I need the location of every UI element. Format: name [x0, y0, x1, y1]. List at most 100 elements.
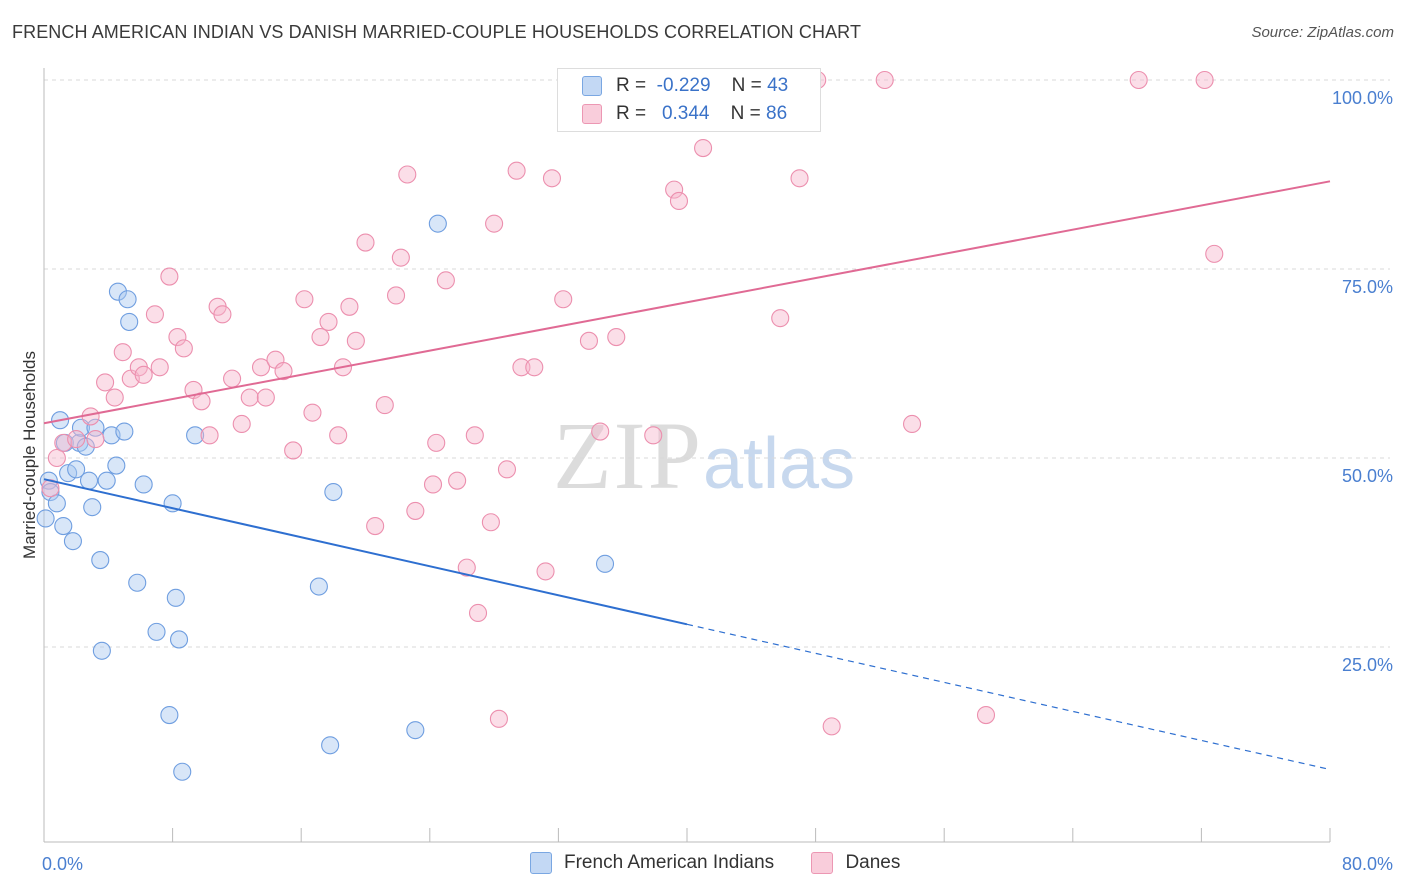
point-dane: [223, 369, 242, 388]
legend-row-french-american-indians: R = -0.229 N = 43: [582, 73, 788, 99]
source-label: Source: ZipAtlas.com: [1251, 24, 1394, 41]
legend-swatch: [582, 75, 602, 96]
point-dane: [240, 388, 259, 407]
point-dane: [427, 433, 446, 452]
correlation-legend: R = -0.229 N = 43 R = 0.344 N = 86: [557, 68, 821, 132]
point-french-american-indian: [173, 762, 192, 781]
point-french-american-indian: [147, 622, 166, 641]
legend-r-value: 0.344: [661, 103, 710, 124]
point-dane: [168, 327, 187, 347]
point-dane: [86, 430, 105, 449]
point-dane: [485, 214, 504, 233]
x-tick-label: 0.0%: [42, 854, 83, 874]
legend-item-danes[interactable]: Danes: [811, 852, 900, 874]
point-dane: [113, 343, 132, 362]
point-dane: [554, 290, 573, 309]
legend-swatch: [582, 103, 602, 124]
point-french-american-indian: [76, 437, 95, 456]
point-french-american-indian: [36, 509, 55, 528]
series-legend: French American Indians Danes: [530, 852, 932, 880]
point-dane: [134, 365, 153, 384]
point-dane: [771, 309, 790, 328]
y-tick-label: 25.0%: [1342, 655, 1393, 675]
point-dane: [481, 513, 500, 532]
point-french-american-indian: [120, 312, 139, 331]
point-dane: [96, 373, 115, 392]
point-dane: [665, 180, 684, 199]
point-dane: [436, 271, 455, 290]
point-dane: [669, 191, 689, 211]
point-dane: [251, 358, 271, 377]
point-dane: [284, 441, 303, 460]
point-dane: [465, 426, 484, 445]
point-french-american-indian: [97, 471, 116, 490]
point-dane: [1195, 70, 1214, 90]
point-french-american-indian: [91, 551, 110, 570]
point-dane: [391, 248, 410, 267]
point-french-american-indian: [428, 214, 447, 233]
legend-r-value: -0.229: [656, 75, 711, 96]
point-dane: [145, 305, 164, 324]
point-dane: [1205, 244, 1224, 263]
point-french-american-indian: [595, 554, 615, 573]
legend-n-value: 86: [766, 103, 788, 124]
point-dane: [591, 422, 610, 441]
watermark: ZIPatlas: [553, 400, 855, 511]
y-tick-label: 75.0%: [1342, 277, 1393, 297]
point-french-american-indian: [128, 573, 147, 592]
point-dane: [536, 562, 555, 581]
legend-n-label: N =: [730, 103, 761, 124]
trend-line-french-american-indians: [43, 478, 688, 626]
point-dane: [346, 331, 365, 350]
point-dane: [303, 403, 322, 422]
tick-labels: 25.0% 50.0% 75.0% 100.0% 0.0% 80.0%: [42, 88, 1393, 874]
trend-line-french-american-indians-extrapolated: [686, 623, 1331, 771]
point-dane: [790, 169, 809, 188]
legend-item-french-american-indians[interactable]: French American Indians: [530, 852, 774, 874]
y-tick-label: 100.0%: [1332, 88, 1393, 108]
point-dane: [507, 161, 526, 180]
point-french-american-indian: [67, 460, 86, 479]
point-dane: [448, 471, 467, 490]
point-dane: [976, 705, 996, 725]
point-dane: [329, 426, 348, 445]
point-french-american-indian: [63, 532, 82, 551]
point-dane: [468, 603, 488, 623]
watermark-atlas: atlas: [703, 424, 856, 504]
point-french-american-indian: [115, 422, 134, 441]
point-french-american-indian: [166, 588, 185, 607]
legend-label: Danes: [845, 852, 901, 873]
point-french-american-indian: [169, 630, 189, 649]
axes: [43, 68, 1331, 843]
point-dane: [542, 169, 562, 188]
point-dane: [822, 717, 841, 736]
point-french-american-indian: [309, 577, 328, 596]
point-french-american-indian: [107, 456, 126, 475]
point-dane: [902, 414, 922, 434]
gridlines: [44, 79, 1390, 648]
point-french-american-indian: [324, 482, 343, 502]
point-french-american-indian: [134, 475, 153, 494]
point-french-american-indian: [118, 290, 137, 309]
point-dane: [525, 358, 544, 377]
point-dane: [386, 286, 406, 305]
point-french-american-indian: [92, 641, 111, 660]
point-dane: [644, 426, 663, 445]
point-french-american-indian: [406, 721, 425, 740]
point-french-american-indian: [54, 516, 73, 536]
point-dane: [340, 297, 359, 316]
point-dane: [497, 460, 517, 479]
point-dane: [311, 327, 330, 347]
chart-title: FRENCH AMERICAN INDIAN VS DANISH MARRIED…: [12, 22, 862, 42]
point-french-american-indian: [83, 498, 102, 517]
legend-n-value: 43: [767, 75, 789, 96]
point-french-american-indian: [79, 471, 99, 490]
point-dane: [457, 558, 476, 577]
point-dane: [489, 709, 508, 728]
point-dane: [47, 448, 66, 468]
point-french-american-indian: [321, 736, 340, 755]
point-dane: [160, 267, 179, 286]
legend-n-label: N =: [731, 75, 762, 96]
point-dane: [200, 426, 219, 445]
point-dane: [406, 501, 425, 520]
